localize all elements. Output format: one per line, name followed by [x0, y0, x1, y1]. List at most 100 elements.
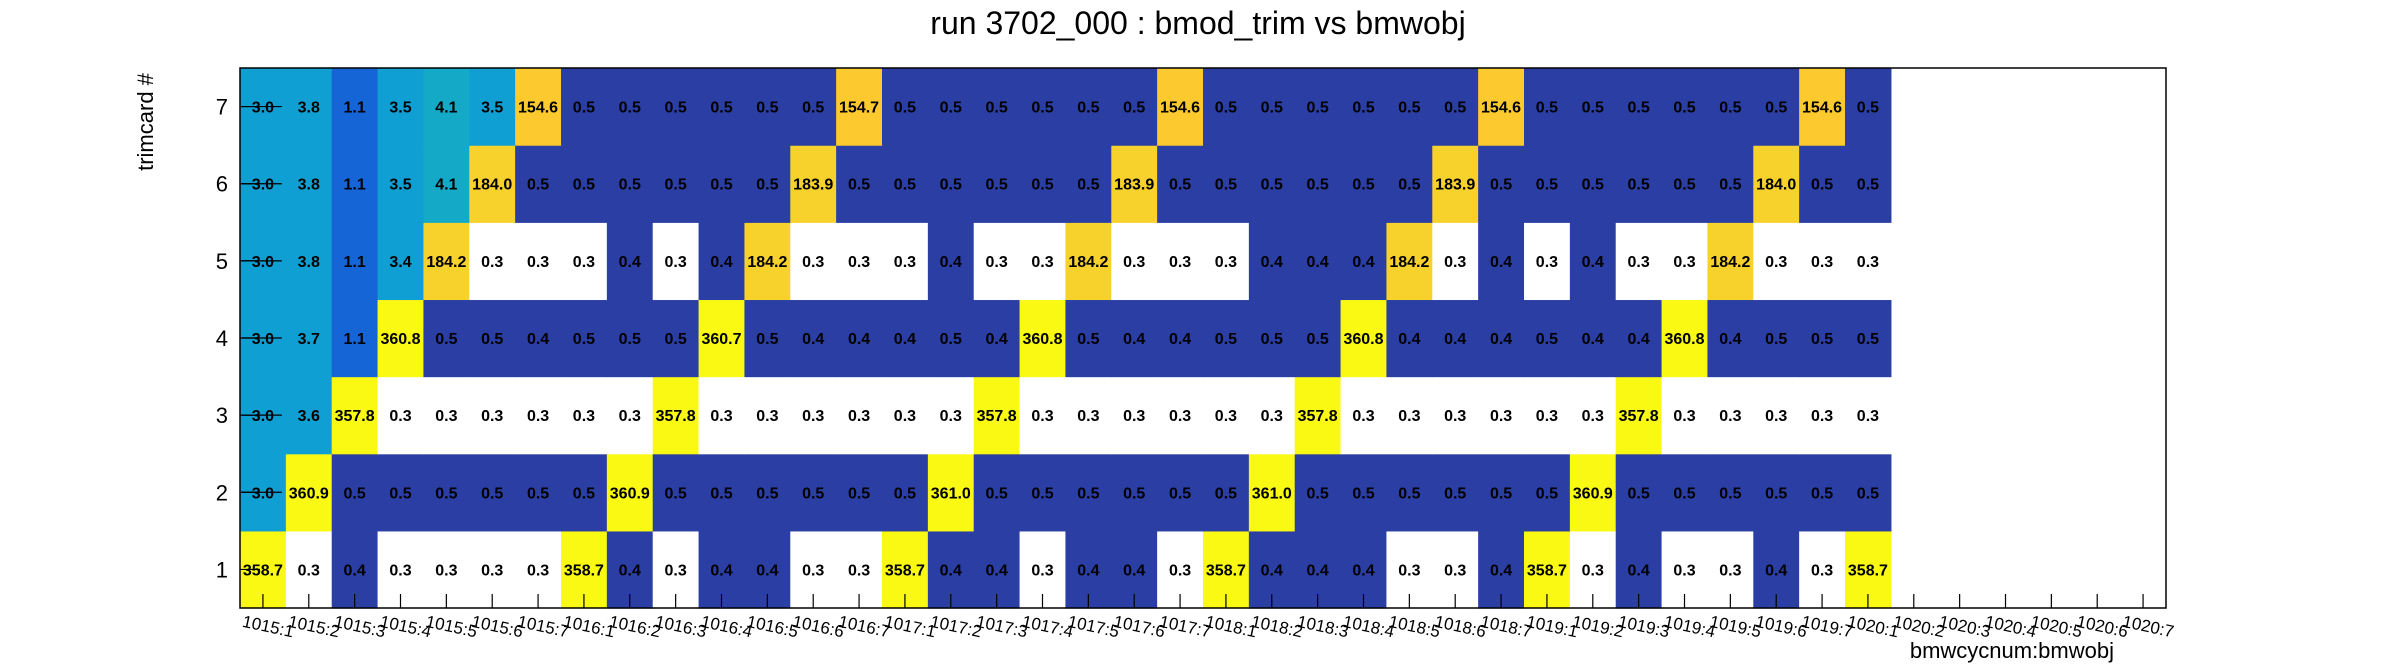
cell-value-label: 0.4 — [986, 331, 1008, 348]
cell-value-label: 0.3 — [848, 408, 870, 425]
heatmap-cell — [285, 222, 333, 301]
heatmap-cell — [1432, 145, 1479, 223]
cell-value-label: 0.3 — [1215, 254, 1237, 271]
heatmap-cell — [1569, 145, 1617, 223]
cell-value-label: 0.5 — [1857, 485, 1879, 502]
cell-value-label: 0.5 — [1811, 331, 1833, 348]
cell-value-label: 0.5 — [1077, 485, 1099, 502]
cell-value-label: 0.4 — [1398, 331, 1420, 348]
cell-value-label: 0.4 — [1628, 331, 1650, 348]
heatmap-cell — [744, 299, 791, 378]
cell-value-label: 0.5 — [1765, 100, 1787, 117]
cell-value-label: 184.0 — [472, 177, 512, 194]
cell-value-label: 0.4 — [1444, 331, 1466, 348]
cell-value-label: 0.3 — [1031, 254, 1053, 271]
cell-value-label: 0.5 — [1490, 485, 1512, 502]
heatmap-cell — [1524, 68, 1571, 146]
heatmap-cell — [606, 376, 654, 455]
heatmap-cell — [1432, 299, 1479, 378]
cell-value-label: 0.3 — [1077, 408, 1099, 425]
cell-value-label: 0.5 — [1536, 177, 1558, 194]
heatmap-cell — [1799, 299, 1846, 378]
cell-value-label: 0.3 — [1536, 254, 1558, 271]
cell-value-label: 0.5 — [481, 485, 503, 502]
heatmap-cell — [1432, 376, 1479, 455]
cell-value-label: 0.4 — [1628, 562, 1650, 579]
heatmap-cell — [1569, 453, 1617, 532]
cell-value-label: 0.5 — [1765, 331, 1787, 348]
cell-value-label: 0.5 — [986, 485, 1008, 502]
cell-value-label: 0.3 — [1444, 562, 1466, 579]
heatmap-cell — [1111, 299, 1158, 378]
heatmap-cell — [1799, 68, 1846, 146]
heatmap-cell — [1111, 68, 1158, 146]
cell-value-label: 0.3 — [665, 254, 687, 271]
heatmap-cell — [331, 222, 379, 301]
heatmap-cell — [561, 68, 608, 146]
heatmap-cell — [882, 299, 929, 378]
heatmap-cell — [285, 145, 333, 223]
heatmap-cell — [285, 299, 333, 378]
cell-value-label: 154.6 — [1802, 100, 1842, 117]
heatmap-cell — [836, 68, 883, 146]
cell-value-label: 358.7 — [1206, 562, 1246, 579]
cell-value-label: 0.5 — [573, 177, 595, 194]
cell-value-label: 360.8 — [1343, 331, 1383, 348]
heatmap-cell — [469, 222, 516, 301]
cell-value-label: 0.5 — [848, 177, 870, 194]
cell-value-label: 0.4 — [710, 254, 732, 271]
cell-value-label: 0.3 — [481, 562, 503, 579]
cell-value-label: 357.8 — [335, 408, 375, 425]
heatmap-cell — [331, 299, 379, 378]
cell-value-label: 0.5 — [619, 177, 641, 194]
heatmap-cell — [1753, 376, 1800, 455]
cell-value-label: 0.5 — [940, 331, 962, 348]
heatmap-cell — [652, 299, 700, 378]
heatmap-cell — [836, 222, 883, 301]
heatmap-cell — [1478, 68, 1525, 146]
cell-value-label: 361.0 — [931, 485, 971, 502]
heatmap-cell — [1294, 299, 1342, 378]
cell-value-label: 0.5 — [1719, 177, 1741, 194]
cell-value-label: 1.1 — [344, 177, 366, 194]
cell-value-label: 0.3 — [894, 408, 916, 425]
cell-value-label: 0.5 — [756, 177, 778, 194]
heatmap-cell — [606, 453, 654, 532]
cell-value-label: 3.8 — [298, 177, 320, 194]
heatmap-cell — [1203, 145, 1250, 223]
heatmap-cell — [1615, 222, 1663, 301]
cell-value-label: 0.5 — [1031, 485, 1053, 502]
heatmap-cell — [331, 376, 379, 455]
cell-value-label: 0.3 — [619, 408, 641, 425]
heatmap-cell — [836, 453, 883, 532]
heatmap-cell — [561, 376, 608, 455]
cell-value-label: 0.3 — [573, 408, 595, 425]
heatmap-cell — [927, 222, 975, 301]
heatmap-cell — [1294, 222, 1342, 301]
heatmap-cell — [1019, 299, 1067, 378]
cell-value-label: 0.5 — [710, 485, 732, 502]
heatmap-cell — [1707, 68, 1754, 146]
cell-value-label: 0.5 — [1215, 485, 1237, 502]
cell-value-label: 0.4 — [1123, 562, 1145, 579]
heatmap-cell — [882, 145, 929, 223]
cell-value-label: 0.5 — [1307, 331, 1329, 348]
cell-value-label: 0.3 — [802, 254, 824, 271]
cell-value-label: 4.1 — [435, 177, 457, 194]
heatmap-cell — [1248, 68, 1296, 146]
heatmap-cell — [1386, 376, 1433, 455]
heatmap-cell — [698, 453, 746, 532]
heatmap-cell — [698, 222, 746, 301]
cell-value-label: 0.3 — [1811, 562, 1833, 579]
heatmap-cell — [1707, 145, 1754, 223]
cell-value-label: 0.5 — [1215, 331, 1237, 348]
heatmap-cell — [1065, 299, 1112, 378]
cell-value-label: 0.3 — [573, 254, 595, 271]
cell-value-label: 0.3 — [1444, 254, 1466, 271]
heatmap-cell — [973, 376, 1021, 455]
cell-value-label: 360.9 — [1573, 485, 1613, 502]
cell-value-label: 360.9 — [289, 485, 329, 502]
cell-value-label: 0.5 — [1765, 485, 1787, 502]
cell-value-label: 0.5 — [1261, 177, 1283, 194]
heatmap-cell — [1845, 376, 1892, 455]
